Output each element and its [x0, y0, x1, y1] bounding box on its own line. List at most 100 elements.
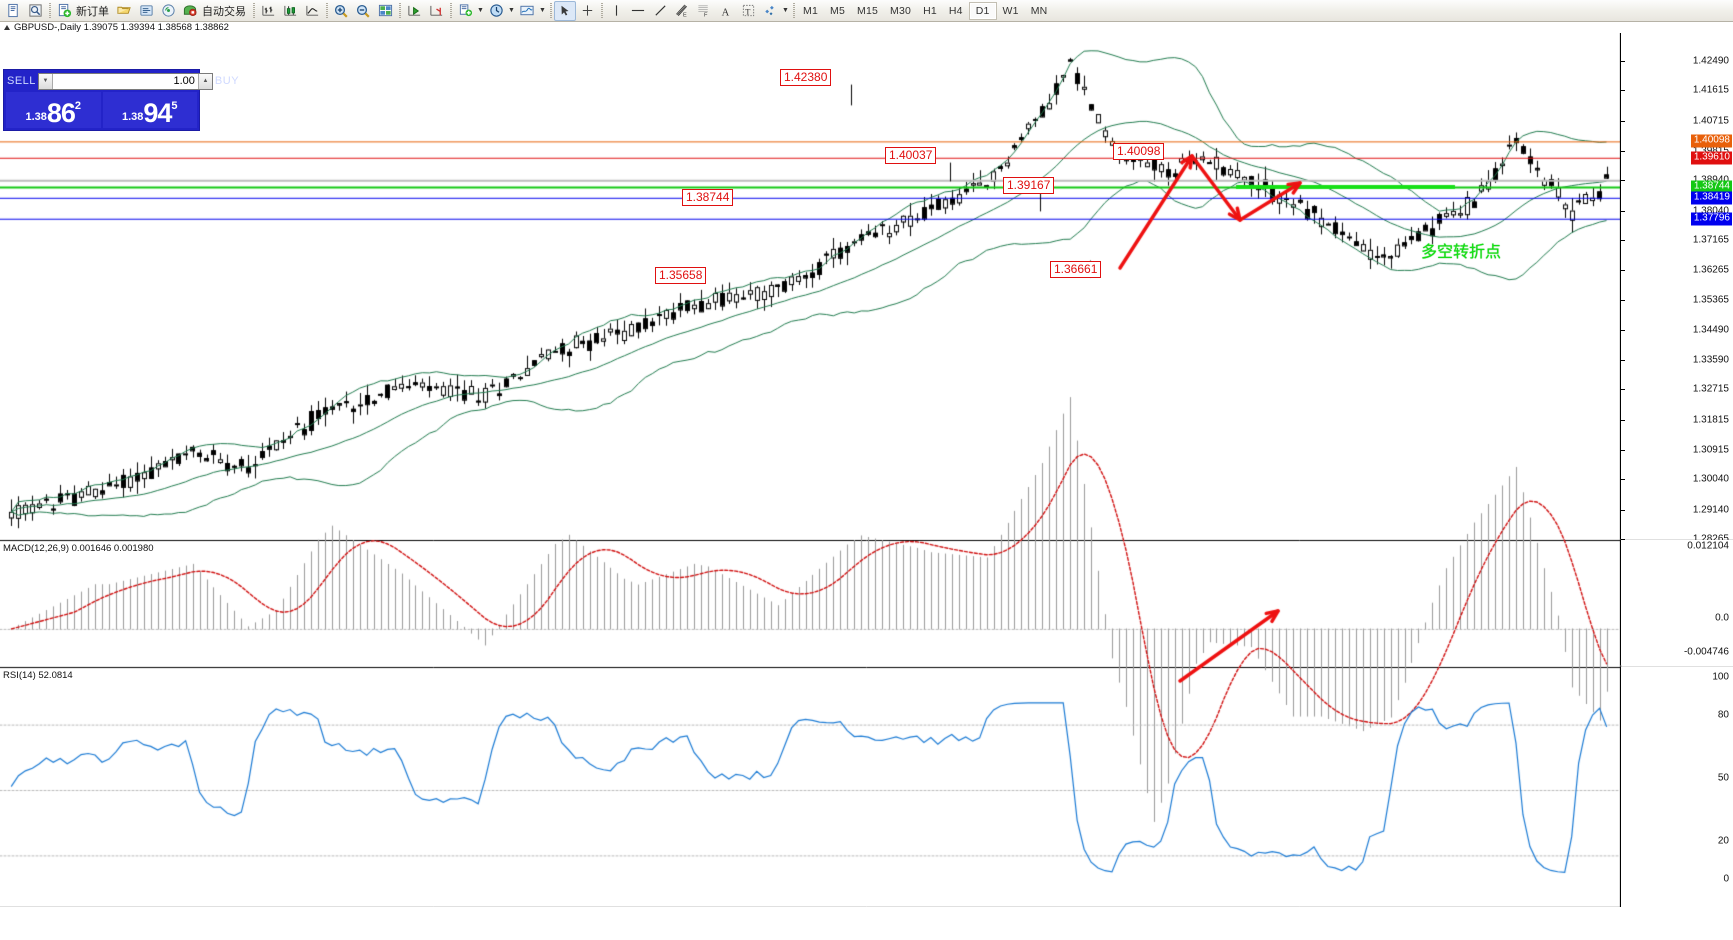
macd-tick-label: 0.012104 — [1687, 540, 1729, 552]
macd-axis[interactable]: 0.012104 0.0 -0.004746 — [1620, 540, 1733, 665]
bar-chart-icon[interactable] — [257, 1, 279, 21]
price-tick — [1621, 300, 1625, 302]
price-tag[interactable]: 1.38419 — [1690, 191, 1732, 205]
zoom-out-icon[interactable] — [352, 1, 374, 21]
timeframe-mn[interactable]: MN — [1030, 4, 1048, 17]
folder-icon[interactable] — [113, 1, 135, 21]
text-icon[interactable]: A — [715, 1, 737, 21]
timeframe-h1[interactable]: H1 — [923, 4, 937, 17]
chart-window-icon[interactable] — [374, 1, 396, 21]
price-tag[interactable]: 1.38744 — [1690, 180, 1732, 194]
toolbar-separator — [598, 2, 605, 20]
svg-text:E: E — [683, 13, 687, 18]
price-tick-label: 1.39815 — [1693, 145, 1729, 156]
timeframe-m1[interactable]: M1 — [803, 4, 818, 17]
macd-tick-label: -0.004746 — [1683, 646, 1729, 658]
new-chart-icon[interactable] — [2, 1, 24, 21]
crosshair-icon[interactable] — [576, 1, 598, 21]
vline-icon[interactable] — [605, 1, 627, 21]
buy-price-button[interactable]: 1.38 94 5 — [102, 92, 197, 128]
market-icon[interactable] — [179, 1, 201, 21]
price-tag[interactable]: 1.40098 — [1690, 134, 1732, 148]
rsi-tick-label: 0 — [1723, 873, 1729, 885]
chart-canvas[interactable] — [0, 33, 1733, 940]
hline-icon[interactable] — [627, 1, 649, 21]
rsi-tick-label: 80 — [1717, 709, 1729, 721]
horizontal-scroll-area[interactable] — [0, 907, 1733, 940]
price-tick-label: 1.36265 — [1692, 264, 1729, 276]
candlestick-chart-icon[interactable] — [279, 1, 301, 21]
auto-trading-label[interactable]: 自动交易 — [202, 4, 246, 18]
open-chart-icon[interactable] — [24, 1, 46, 21]
macd-tick-label: 0.0 — [1715, 612, 1729, 624]
price-label-2[interactable]: 1.40037 — [885, 147, 937, 164]
price-tick — [1621, 329, 1625, 331]
price-tick-label: 1.31815 — [1692, 414, 1729, 426]
drawings-icon[interactable] — [759, 1, 781, 21]
price-tick-label: 1.37165 — [1692, 234, 1729, 246]
price-tick-label: 1.33590 — [1692, 354, 1729, 366]
buy-label[interactable]: BUY — [214, 75, 240, 87]
rsi-tick-label: 50 — [1717, 772, 1729, 784]
timeframe-w1[interactable]: W1 — [1002, 4, 1019, 17]
timeframe-m30[interactable]: M30 — [890, 4, 912, 17]
price-label-3[interactable]: 1.40098 — [1113, 143, 1165, 160]
main-toolbar: 新订单 自动交易 ▼ ▼ ▼ — [0, 0, 1733, 22]
price-tick — [1621, 539, 1625, 540]
zoom-in-icon[interactable] — [330, 1, 352, 21]
shift-end-icon[interactable] — [425, 1, 447, 21]
price-label-5[interactable]: 1.38744 — [682, 189, 734, 206]
collapse-triangle-icon[interactable] — [4, 25, 10, 30]
new-order-icon[interactable] — [53, 1, 75, 21]
chart-text-annotation[interactable]: 多空转折点 — [1421, 242, 1502, 261]
sell-label[interactable]: SELL — [7, 75, 36, 87]
volume-stepper[interactable]: ▼ ▲ — [37, 72, 213, 90]
one-click-trading-panel[interactable]: SELL ▼ ▲ BUY 1.38 86 2 1.38 94 5 — [3, 69, 239, 131]
price-tick — [1621, 389, 1625, 391]
timeframe-m5[interactable]: M5 — [830, 4, 845, 17]
rsi-axis[interactable]: 100 80 50 20 0 — [1620, 667, 1733, 907]
chevron-down-icon[interactable]: ▼ — [477, 7, 484, 14]
periods-icon[interactable] — [485, 1, 507, 21]
chevron-down-icon[interactable]: ▼ — [508, 7, 515, 14]
svg-text:F: F — [704, 13, 708, 18]
volume-decrement-icon[interactable]: ▼ — [38, 73, 53, 89]
price-label-7[interactable]: 1.35658 — [655, 267, 707, 284]
price-tick-label: 1.38040 — [1692, 205, 1729, 217]
timeframe-h4[interactable]: H4 — [948, 4, 963, 17]
price-label-1[interactable]: 1.42380 — [780, 69, 832, 86]
buy-price-big: 94 — [143, 98, 172, 128]
toolbar-separator — [46, 2, 53, 20]
signals-icon[interactable] — [157, 1, 179, 21]
indicators-icon[interactable] — [454, 1, 476, 21]
price-tag[interactable]: 1.39610 — [1690, 151, 1732, 165]
volume-input[interactable] — [52, 73, 198, 89]
shift-start-icon[interactable] — [403, 1, 425, 21]
cursor-icon[interactable] — [554, 0, 576, 21]
price-label-4[interactable]: 1.39167 — [1003, 177, 1055, 194]
symbol-info-bar: GBPUSD-,Daily 1.39075 1.39394 1.38568 1.… — [0, 22, 1733, 33]
sell-price-prefix: 1.38 — [25, 111, 47, 123]
templates-icon[interactable] — [516, 1, 538, 21]
sell-price-button[interactable]: 1.38 86 2 — [6, 92, 101, 128]
text-label-icon[interactable]: T — [737, 1, 759, 21]
timeframe-m15[interactable]: M15 — [857, 4, 879, 17]
rsi-tick-label: 20 — [1717, 835, 1729, 847]
volume-increment-icon[interactable]: ▲ — [197, 73, 212, 89]
new-order-label[interactable]: 新订单 — [76, 4, 109, 18]
chevron-down-icon[interactable]: ▼ — [782, 7, 789, 14]
terminal-icon[interactable] — [135, 1, 157, 21]
price-axis[interactable]: 1.42490 1.41615 1.40715 1.39815 1.38940 1.380… — [1620, 33, 1733, 545]
price-tick — [1621, 449, 1625, 451]
price-label-6[interactable]: 1.36661 — [1050, 261, 1102, 278]
fibonacci-icon[interactable]: F — [693, 1, 715, 21]
price-tick — [1621, 419, 1625, 421]
timeframe-d1[interactable]: D1 — [968, 1, 997, 20]
equidistant-channel-icon[interactable]: E — [671, 1, 693, 21]
price-tag[interactable]: 1.37796 — [1690, 212, 1732, 226]
chevron-down-icon[interactable]: ▼ — [539, 7, 546, 14]
trendline-icon[interactable] — [649, 1, 671, 21]
toolbar-separator — [323, 2, 330, 20]
price-tick-label: 1.30040 — [1692, 473, 1729, 485]
line-chart-icon[interactable] — [301, 1, 323, 21]
